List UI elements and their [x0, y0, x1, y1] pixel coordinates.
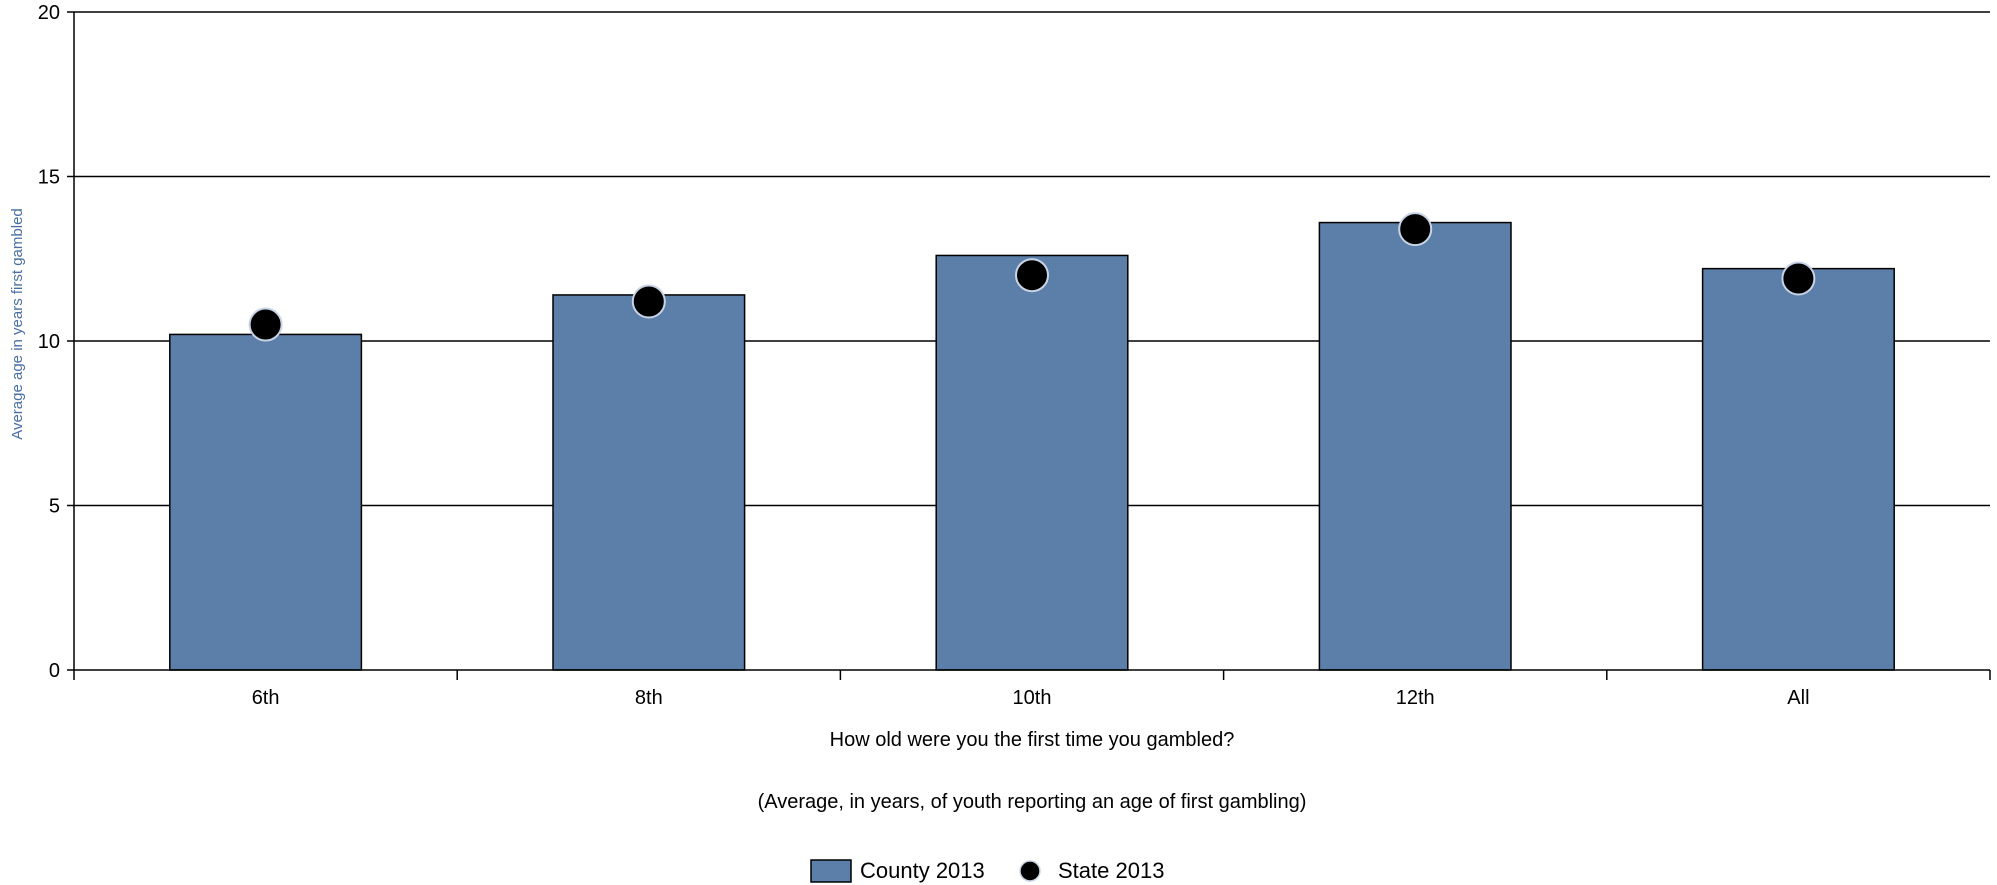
legend: County 2013 State 2013 — [810, 858, 1164, 883]
bar-6th — [169, 333, 363, 671]
marker-10th — [1015, 258, 1049, 293]
x-tick-label: 6th — [252, 687, 280, 709]
legend-swatch-county — [810, 859, 852, 883]
bars — [169, 221, 1895, 671]
chart-subtitle: (Average, in years, of youth reporting a… — [758, 791, 1307, 813]
legend-label-state: State 2013 — [1058, 858, 1164, 883]
y-tick-label: 20 — [38, 2, 60, 24]
y-tick-label: 0 — [49, 660, 60, 682]
x-tick-label: All — [1787, 687, 1809, 709]
x-tick-label: 8th — [635, 687, 663, 709]
bar-all — [1701, 267, 1895, 671]
axes — [67, 11, 1991, 680]
marker-6th — [248, 307, 283, 342]
marker-all — [1781, 261, 1816, 296]
x-tick-label: 12th — [1396, 687, 1435, 709]
markers — [248, 212, 1816, 342]
marker-8th — [631, 284, 666, 319]
legend-marker-state — [1019, 860, 1041, 882]
bar-8th — [552, 294, 746, 671]
x-axis-label: How old were you the first time you gamb… — [830, 729, 1235, 751]
x-tick-label: 10th — [1013, 687, 1052, 709]
y-tick-label: 5 — [49, 496, 60, 518]
bar-10th — [935, 254, 1129, 671]
x-tick-labels: 6th 8th 10th 12th All — [252, 687, 1810, 709]
marker-12th — [1398, 212, 1433, 247]
bar-12th — [1318, 221, 1512, 671]
y-tick-label: 10 — [38, 331, 60, 353]
y-tick-labels: 0 5 10 15 20 — [38, 2, 60, 682]
legend-label-county: County 2013 — [860, 858, 985, 883]
y-tick-label: 15 — [38, 167, 60, 189]
y-axis-label: Average age in years first gambled — [9, 208, 26, 440]
